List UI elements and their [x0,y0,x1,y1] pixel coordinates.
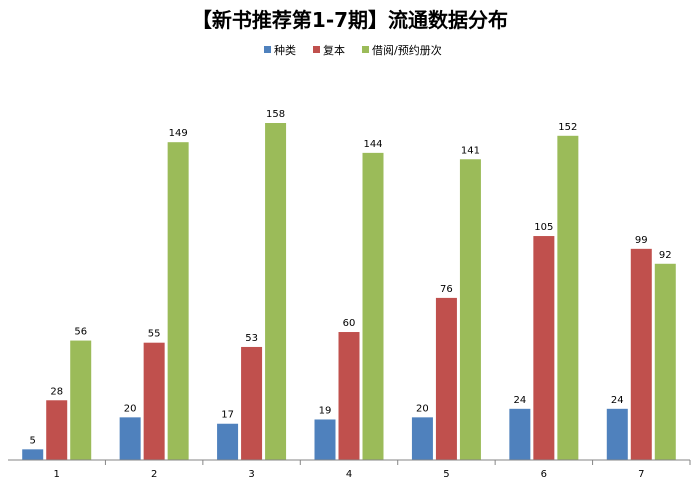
legend-label: 复本 [323,43,345,57]
bar [630,248,652,460]
legend-swatch [362,46,369,53]
bar [70,340,92,460]
x-tick-label: 5 [443,469,449,480]
data-label: 20 [416,403,429,414]
data-label: 24 [513,395,526,406]
data-label: 5 [30,435,36,446]
chart-title: 【新书推荐第1-7期】流通数据分布 [192,8,508,32]
bars-group [22,123,676,460]
data-label: 99 [635,235,648,246]
legend-label: 种类 [274,43,296,57]
data-label: 56 [74,327,87,338]
x-tick-label: 4 [346,469,352,480]
bar [411,417,433,460]
data-label: 152 [558,122,577,133]
data-label: 24 [611,395,624,406]
x-ticks-group: 1 2 3 4 5 6 7 [54,460,691,480]
data-label: 55 [148,329,161,340]
bar [362,152,384,460]
data-label: 105 [534,222,553,233]
data-label: 144 [363,139,382,150]
bar [167,142,189,460]
data-label: 53 [245,333,258,344]
bar [459,159,481,460]
bar [338,332,360,460]
data-label: 149 [169,128,188,139]
data-label: 20 [124,403,137,414]
data-label: 28 [50,386,63,397]
data-label: 60 [343,318,356,329]
data-label: 17 [221,410,234,421]
x-tick-label: 7 [638,469,644,480]
x-tick-label: 1 [54,469,60,480]
data-labels-group: 5 28 56 20 55 149 17 53 158 19 60 144 20 76 141 24 105 15… [30,109,672,446]
bar [533,236,555,460]
bar [241,346,263,460]
legend: 种类 复本 借阅/预约册次 [264,43,442,57]
bar [143,342,165,460]
x-tick-label: 6 [541,469,547,480]
bar [119,417,141,460]
x-tick-label: 2 [151,469,157,480]
data-label: 158 [266,109,285,120]
bar [265,123,287,460]
legend-swatch [264,46,271,53]
data-label: 76 [440,284,453,295]
bar [22,449,44,460]
bar [217,423,239,460]
bar [46,400,68,460]
data-label: 92 [659,250,672,261]
legend-label: 借阅/预约册次 [372,43,442,57]
data-label: 141 [461,145,480,156]
bar [314,419,336,460]
data-label: 19 [319,405,332,416]
bar [557,135,579,460]
bar [606,408,628,460]
x-tick-label: 3 [248,469,254,480]
bar [509,408,531,460]
bar [435,297,457,460]
legend-swatch [313,46,320,53]
bar [654,263,676,460]
